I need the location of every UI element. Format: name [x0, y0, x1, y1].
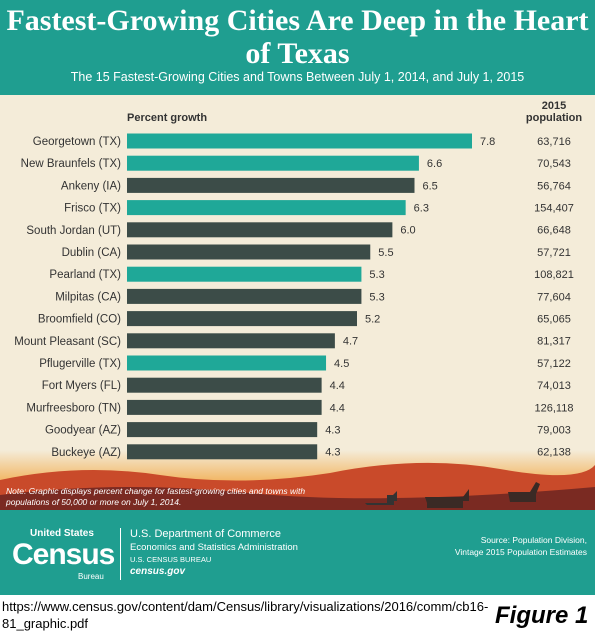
category-label: Dublin (CA) [62, 247, 122, 259]
divider [120, 528, 121, 580]
population-label: 66,648 [537, 225, 571, 237]
bar [127, 422, 318, 438]
agency: Economics and Statistics Administration [130, 542, 298, 553]
value-label: 6.0 [400, 225, 415, 237]
population-label: 154,407 [534, 203, 574, 215]
value-label: 4.4 [330, 402, 345, 414]
value-label: 7.8 [480, 136, 495, 148]
animal-silhouette [508, 482, 540, 502]
column-header: 2015 population [525, 100, 583, 124]
category-label: Fort Myers (FL) [42, 380, 121, 392]
value-label: 5.3 [369, 291, 384, 303]
population-label: 57,122 [537, 358, 571, 370]
category-label: Pearland (TX) [49, 269, 121, 281]
value-label: 6.5 [423, 180, 438, 192]
population-label: 81,317 [537, 336, 571, 348]
logo-text: Bureau [78, 572, 104, 581]
population-label: 63,716 [537, 136, 571, 148]
chart-subtitle: The 15 Fastest-Growing Cities and Towns … [70, 70, 525, 84]
value-label: 5.5 [378, 247, 393, 259]
category-label: Broomfield (CO) [38, 314, 121, 326]
value-label: 4.4 [330, 380, 345, 392]
source: Vintage 2015 Population Estimates [454, 547, 587, 557]
category-label: Ankeny (IA) [61, 180, 121, 192]
bar [127, 444, 318, 460]
value-label: 4.7 [343, 336, 358, 348]
chart-area: Percent growth Georgetown (TX) 7.8 63,716 N… [0, 95, 595, 510]
agency-link: census.gov [130, 566, 186, 577]
value-label: 6.3 [414, 203, 429, 215]
population-label: 108,821 [534, 269, 574, 281]
bar [127, 155, 419, 171]
value-label: 4.5 [334, 358, 349, 370]
category-label: Pflugerville (TX) [39, 358, 121, 370]
animal-silhouette [365, 491, 397, 505]
bar [127, 133, 472, 149]
animal-silhouette [425, 489, 469, 508]
bar [127, 177, 415, 193]
population-label: 74,013 [537, 380, 571, 392]
bar [127, 222, 393, 238]
value-label: 4.3 [325, 425, 340, 437]
population-label: 57,721 [537, 247, 571, 259]
value-label: 5.2 [365, 314, 380, 326]
value-label: 4.3 [325, 447, 340, 459]
bar [127, 333, 335, 349]
footer: United States Census Bureau U.S. Departm… [0, 510, 595, 595]
bar [127, 244, 371, 260]
population-label: 56,764 [537, 180, 571, 192]
agency: U.S. CENSUS BUREAU [130, 555, 212, 564]
header [0, 0, 595, 95]
chart-title: Fastest-Growing Cities Are Deep in the H… [6, 4, 589, 70]
population-label: 70,543 [537, 158, 571, 170]
category-label: Murfreesboro (TN) [26, 402, 121, 414]
logo-text: Census [12, 538, 115, 571]
category-label: Mount Pleasant (SC) [14, 336, 121, 348]
agency: U.S. Department of Commerce [130, 528, 281, 540]
value-label: 6.6 [427, 158, 442, 170]
category-label: Georgetown (TX) [33, 136, 121, 148]
population-label: 65,065 [537, 314, 571, 326]
url-caption: https://www.census.gov/content/dam/Censu… [2, 599, 489, 631]
category-label: South Jordan (UT) [26, 225, 121, 237]
value-label: 5.3 [369, 269, 384, 281]
bar [127, 266, 362, 282]
category-label: Milpitas (CA) [55, 291, 121, 303]
note: Note: Graphic displays percent change fo… [6, 486, 306, 507]
population-label: 77,604 [537, 291, 571, 303]
column-header: Percent growth [127, 112, 207, 124]
figure-label: Figure 1 [495, 602, 589, 629]
bar [127, 355, 327, 371]
bar [127, 288, 362, 304]
chart: Percent growth Georgetown (TX) 7.8 63,716 N… [0, 112, 595, 510]
bar [127, 377, 322, 393]
bar [127, 399, 322, 415]
source: Source: Population Division, [480, 535, 587, 545]
category-label: Frisco (TX) [64, 203, 121, 215]
category-label: Buckeye (AZ) [51, 447, 121, 459]
population-label: 62,138 [537, 447, 571, 459]
bar [127, 311, 357, 327]
category-label: Goodyear (AZ) [45, 425, 121, 437]
population-label: 79,003 [537, 425, 571, 437]
bar [127, 200, 406, 216]
logo-text: United States [30, 528, 94, 539]
category-label: New Braunfels (TX) [21, 158, 122, 170]
population-label: 126,118 [535, 402, 574, 414]
